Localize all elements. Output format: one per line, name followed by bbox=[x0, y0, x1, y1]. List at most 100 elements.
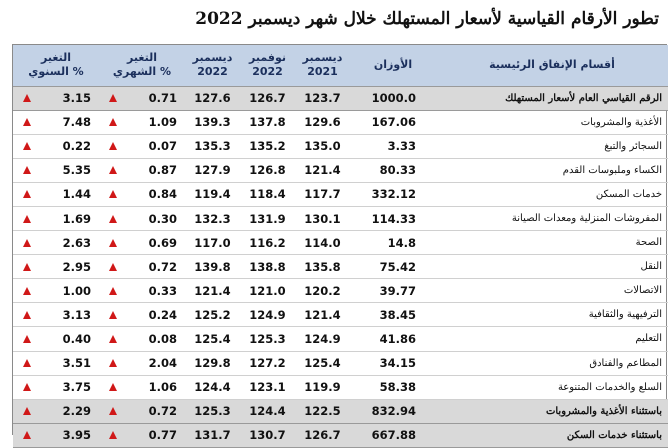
up-arrow-icon bbox=[109, 262, 117, 271]
table-row: 1.00 0.33 121.4 121.0 120.2 39.77 الاتصالات bbox=[13, 278, 668, 304]
dec-2022-cell: 124.4 bbox=[185, 375, 240, 400]
page-title: تطور الأرقام القياسية لأسعار المستهلك خل… bbox=[195, 9, 659, 29]
annual-change-cell: 1.69 bbox=[13, 206, 99, 232]
dec-2021-cell: 121.4 bbox=[295, 302, 350, 328]
annual-change-cell-value: 1.69 bbox=[62, 211, 91, 226]
annual-change-cell-value: 3.95 bbox=[62, 428, 91, 443]
table-row: 3.15 0.71 127.6 126.7 123.7 1000.0 الرقم القيا… bbox=[13, 85, 668, 111]
up-arrow-icon bbox=[109, 190, 117, 199]
monthly-change-cell: 1.06 bbox=[99, 375, 185, 400]
category-cell: الاتصالات bbox=[436, 278, 668, 304]
up-arrow-icon bbox=[109, 334, 117, 343]
nov-2022-cell: 126.8 bbox=[240, 158, 295, 183]
dec-2022-cell: 125.4 bbox=[185, 326, 240, 352]
annual-change-cell-value: 3.13 bbox=[62, 307, 91, 322]
nov-2022-cell: 125.3 bbox=[240, 326, 295, 352]
category-cell: الرقم القياسي العام لأسعار المستهلك bbox=[436, 85, 668, 111]
nov-2022-cell: 126.7 bbox=[240, 85, 295, 111]
monthly-change-cell: 0.71 bbox=[99, 85, 185, 111]
nov-2022-cell: 137.8 bbox=[240, 110, 295, 135]
header-dec-2022: ديسمبر 2022 bbox=[192, 51, 233, 79]
up-arrow-icon bbox=[109, 118, 117, 127]
up-arrow-icon bbox=[109, 310, 117, 319]
annual-change-cell: 3.51 bbox=[13, 351, 99, 376]
monthly-change-cell-value: 0.72 bbox=[148, 259, 177, 274]
dec-2021-cell: 114.0 bbox=[295, 230, 350, 256]
up-arrow-icon bbox=[109, 383, 117, 392]
dec-2021-cell: 117.7 bbox=[295, 182, 350, 207]
monthly-change-cell-value: 0.30 bbox=[148, 211, 177, 226]
dec-2021-cell: 130.1 bbox=[295, 206, 350, 232]
up-arrow-icon bbox=[23, 262, 31, 271]
annual-change-cell: 3.75 bbox=[13, 375, 99, 400]
up-arrow-icon bbox=[109, 142, 117, 151]
monthly-change-cell: 0.72 bbox=[99, 398, 185, 424]
nov-2022-cell: 121.0 bbox=[240, 278, 295, 304]
up-arrow-icon bbox=[109, 94, 117, 103]
annual-change-cell-value: 1.00 bbox=[62, 283, 91, 298]
table-row: 3.51 2.04 129.8 127.2 125.4 34.15 المطاعم والف… bbox=[13, 351, 668, 376]
table-row: 1.44 0.84 119.4 118.4 117.7 332.12 خدمات المسك… bbox=[13, 182, 668, 207]
category-cell: المفروشات المنزلية ومعدات الصيانة bbox=[436, 206, 668, 232]
up-arrow-icon bbox=[23, 407, 31, 416]
monthly-change-cell-value: 0.87 bbox=[148, 163, 177, 178]
annual-change-cell-value: 2.29 bbox=[62, 404, 91, 419]
up-arrow-icon bbox=[23, 334, 31, 343]
monthly-change-cell: 0.30 bbox=[99, 206, 185, 232]
annual-change-cell-value: 3.15 bbox=[62, 91, 91, 106]
annual-change-cell: 1.44 bbox=[13, 182, 99, 207]
weight-cell: 3.33 bbox=[350, 134, 436, 159]
weight-cell: 332.12 bbox=[350, 182, 436, 207]
dec-2022-cell: 121.4 bbox=[185, 278, 240, 304]
up-arrow-icon bbox=[109, 166, 117, 175]
monthly-change-cell-value: 0.33 bbox=[148, 283, 177, 298]
monthly-change-cell-value: 0.84 bbox=[148, 187, 177, 202]
up-arrow-icon bbox=[23, 118, 31, 127]
up-arrow-icon bbox=[109, 431, 117, 440]
monthly-change-cell-value: 0.71 bbox=[148, 91, 177, 106]
up-arrow-icon bbox=[23, 214, 31, 223]
header-annual-change: التغير السنوي % bbox=[28, 51, 84, 79]
monthly-change-cell-value: 0.08 bbox=[148, 331, 177, 346]
nov-2022-cell: 118.4 bbox=[240, 182, 295, 207]
up-arrow-icon bbox=[23, 286, 31, 295]
table-row: 3.13 0.24 125.2 124.9 121.4 38.45 الترفيهية وا… bbox=[13, 302, 668, 328]
header-category: أقسام الإنفاق الرئيسية bbox=[489, 58, 615, 72]
up-arrow-icon bbox=[23, 94, 31, 103]
annual-change-cell: 0.40 bbox=[13, 326, 99, 352]
category-cell: الأغذية والمشروبات bbox=[436, 110, 668, 135]
table-row: 2.63 0.69 117.0 116.2 114.0 14.8 الصحة bbox=[13, 230, 668, 256]
table-row: 5.35 0.87 127.9 126.8 121.4 80.33 الكساء وملبو… bbox=[13, 158, 668, 183]
table-row: 3.95 0.77 131.7 130.7 126.7 667.88 باستثناء خد… bbox=[13, 422, 668, 448]
weight-cell: 114.33 bbox=[350, 206, 436, 232]
nov-2022-cell: 123.1 bbox=[240, 375, 295, 400]
monthly-change-cell-value: 0.07 bbox=[148, 139, 177, 154]
dec-2022-cell: 131.7 bbox=[185, 422, 240, 448]
dec-2021-cell: 129.6 bbox=[295, 110, 350, 135]
up-arrow-icon bbox=[23, 238, 31, 247]
annual-change-cell-value: 3.51 bbox=[62, 356, 91, 371]
table-row: 7.48 1.09 139.3 137.8 129.6 167.06 الأغذية وال… bbox=[13, 110, 668, 135]
category-cell: النقل bbox=[436, 254, 668, 280]
annual-change-cell-value: 0.22 bbox=[62, 139, 91, 154]
monthly-change-cell: 0.08 bbox=[99, 326, 185, 352]
up-arrow-icon bbox=[109, 407, 117, 416]
up-arrow-icon bbox=[109, 359, 117, 368]
monthly-change-cell: 2.04 bbox=[99, 351, 185, 376]
dec-2022-cell: 132.3 bbox=[185, 206, 240, 232]
annual-change-cell: 2.29 bbox=[13, 398, 99, 424]
up-arrow-icon bbox=[23, 383, 31, 392]
category-cell: باستثناء الأغذية والمشروبات bbox=[436, 398, 668, 424]
weight-cell: 80.33 bbox=[350, 158, 436, 183]
up-arrow-icon bbox=[109, 214, 117, 223]
annual-change-cell: 5.35 bbox=[13, 158, 99, 183]
nov-2022-cell: 131.9 bbox=[240, 206, 295, 232]
dec-2021-cell: 122.5 bbox=[295, 398, 350, 424]
annual-change-cell: 3.95 bbox=[13, 422, 99, 448]
weight-cell: 14.8 bbox=[350, 230, 436, 256]
dec-2022-cell: 117.0 bbox=[185, 230, 240, 256]
up-arrow-icon bbox=[109, 286, 117, 295]
nov-2022-cell: 124.4 bbox=[240, 398, 295, 424]
dec-2022-cell: 127.6 bbox=[185, 85, 240, 111]
annual-change-cell: 7.48 bbox=[13, 110, 99, 135]
